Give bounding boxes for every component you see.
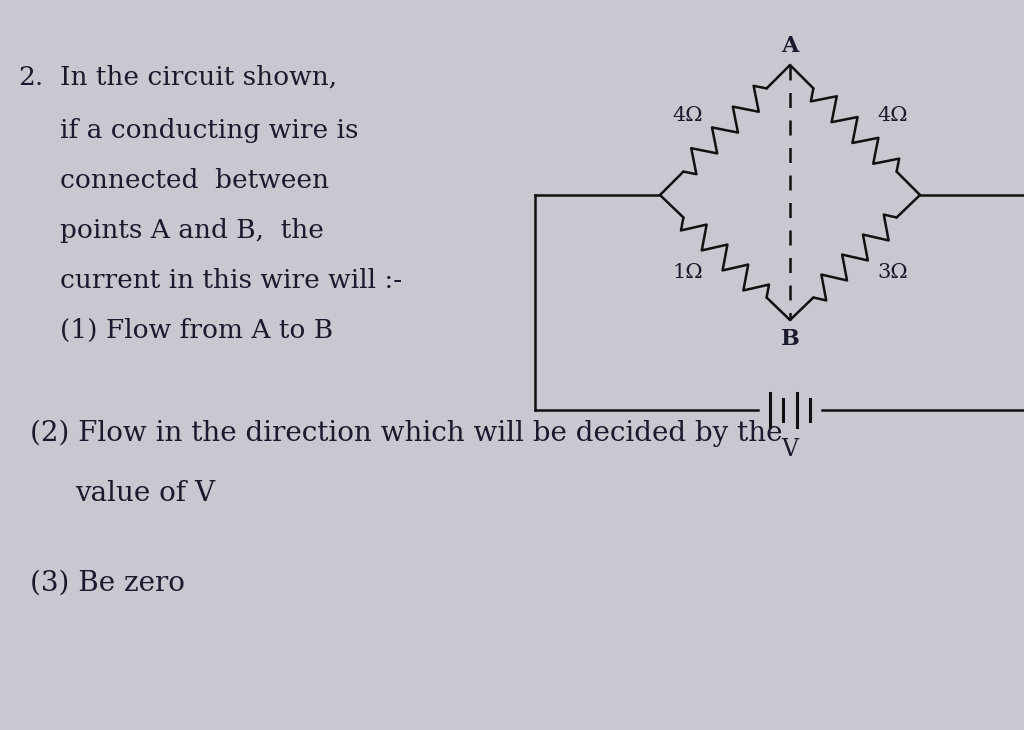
Text: A: A	[781, 35, 799, 57]
Text: if a conducting wire is: if a conducting wire is	[60, 118, 358, 143]
Text: value of V: value of V	[75, 480, 215, 507]
Text: 4Ω: 4Ω	[877, 106, 907, 125]
Text: B: B	[780, 328, 800, 350]
Text: In the circuit shown,: In the circuit shown,	[60, 65, 337, 90]
Text: (3) Be zero: (3) Be zero	[30, 570, 185, 597]
Text: 2.: 2.	[18, 65, 43, 90]
Text: points A and B,  the: points A and B, the	[60, 218, 324, 243]
Text: (2) Flow in the direction which will be decided by the: (2) Flow in the direction which will be …	[30, 420, 782, 447]
Text: connected  between: connected between	[60, 168, 329, 193]
Text: 4Ω: 4Ω	[673, 106, 703, 125]
Text: current in this wire will :-: current in this wire will :-	[60, 268, 402, 293]
Text: (1) Flow from A to B: (1) Flow from A to B	[60, 318, 333, 343]
Text: 3Ω: 3Ω	[877, 263, 907, 282]
Text: V: V	[781, 438, 799, 461]
Text: 1Ω: 1Ω	[673, 263, 703, 282]
